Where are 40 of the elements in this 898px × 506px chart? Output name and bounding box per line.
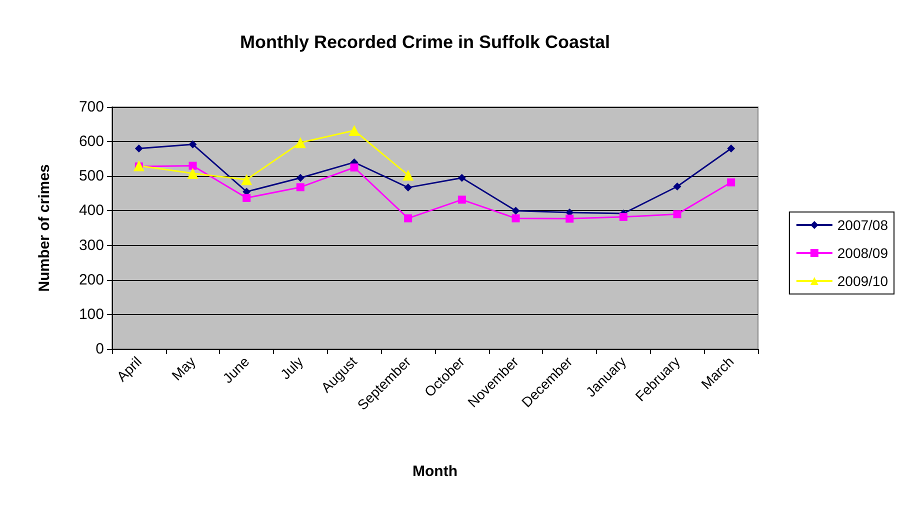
point <box>727 178 736 186</box>
point <box>404 184 412 192</box>
point <box>294 137 306 148</box>
y-tick-label: 700 <box>78 98 104 116</box>
point <box>727 144 736 152</box>
legend-label: 2008/09 <box>837 245 888 261</box>
y-tick-label: 600 <box>78 133 104 150</box>
point <box>512 206 520 215</box>
point <box>673 182 682 191</box>
point <box>619 212 628 221</box>
point <box>458 174 466 182</box>
point <box>512 214 520 222</box>
point <box>458 196 466 204</box>
point <box>188 140 197 148</box>
y-tick-label: 200 <box>78 271 104 288</box>
point <box>296 183 304 192</box>
y-tick-label: 300 <box>78 236 104 254</box>
point <box>188 162 197 170</box>
chart-title: Monthly Recorded Crime in Suffolk Coastal <box>240 32 610 52</box>
point <box>241 174 252 186</box>
y-tick-label: 400 <box>78 202 104 220</box>
point <box>566 214 574 223</box>
point <box>402 170 414 181</box>
point <box>350 164 358 172</box>
legend-label: 2007/08 <box>837 217 888 233</box>
point <box>673 210 682 218</box>
y-tick-label: 500 <box>78 168 104 185</box>
point <box>242 194 251 202</box>
x-tick-label: July <box>277 353 306 382</box>
point <box>187 168 198 179</box>
x-tick-label: May <box>168 353 198 384</box>
point <box>134 144 143 152</box>
y-axis-title: Number of crimes <box>36 164 53 292</box>
point <box>404 214 412 222</box>
x-axis-title: Month <box>412 463 458 480</box>
y-tick-label: 100 <box>78 306 104 323</box>
point <box>348 125 360 136</box>
point <box>296 174 304 182</box>
y-tick-label: 0 <box>96 340 104 358</box>
legend-label: 2009/10 <box>837 273 888 289</box>
